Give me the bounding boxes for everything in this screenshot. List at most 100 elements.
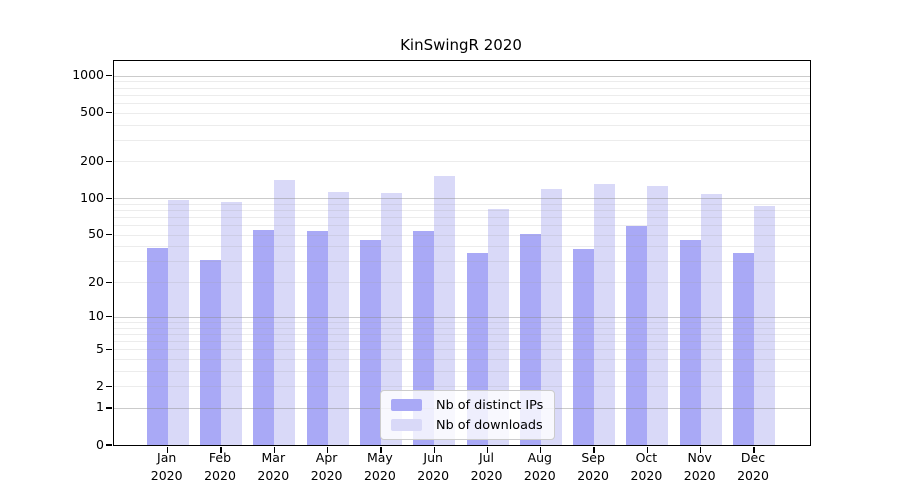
x-tick-label: May 2020 [363,450,396,483]
y-tick-label: 50 [88,226,104,242]
gridline-minor [114,282,810,284]
y-tick-label: 1000 [72,67,104,83]
bar-distinct-ips [679,240,701,445]
chart-title: KinSwingR 2020 [400,36,522,54]
x-tick-label: Feb 2020 [204,450,236,483]
x-tick-mark [646,447,649,453]
bar-distinct-ips [200,259,221,445]
bar-distinct-ips [733,253,754,445]
y-tick-mark [106,197,112,199]
y-tick-label: 200 [80,152,104,168]
bar-downloads [434,175,456,445]
x-tick-mark [433,447,435,453]
gridline-minor [114,246,810,248]
bar-downloads [700,193,722,445]
y-tick-mark [106,74,112,77]
legend-swatch-downloads [391,419,422,431]
x-tick-mark [326,447,329,453]
gridline-major [114,316,810,318]
y-tick-mark [106,111,112,114]
x-tick-label: Dec 2020 [737,450,769,483]
gridline-minor [114,102,810,104]
gridline-minor [114,370,810,372]
gridline-minor [114,87,810,89]
bar-distinct-ips [573,249,595,445]
x-tick-mark [380,447,382,453]
gridline-minor [114,234,810,236]
y-tick-mark [106,407,112,409]
bar-downloads [221,201,242,445]
legend: Nb of distinct IPs Nb of downloads [380,390,556,440]
gridline-minor [114,124,810,126]
gridline-minor [114,358,810,360]
gridline-minor [114,217,810,219]
gridline-minor [114,333,810,335]
y-tick-label: 10 [88,308,104,324]
gridline-minor [114,340,810,342]
x-tick-label: Oct 2020 [630,450,663,483]
bar-downloads [380,193,402,445]
legend-label-downloads: Nb of downloads [436,417,543,433]
x-tick-label: Aug 2020 [523,450,556,483]
legend-swatch-distinct-ips [391,399,422,411]
gridline-minor [114,112,810,114]
gridline-minor [114,139,810,141]
x-tick-label: Jul 2020 [470,450,503,483]
y-tick-label: 1 [96,399,104,415]
y-tick-label: 2 [96,377,104,393]
bar-downloads [754,205,775,445]
y-tick-mark [106,385,112,387]
x-tick-label: Apr 2020 [310,450,343,483]
gridline-minor [114,210,810,212]
x-tick-label: Nov 2020 [683,450,716,483]
y-tick-mark [106,234,112,236]
bar-distinct-ips [146,247,168,445]
x-tick-mark [753,447,755,453]
y-tick-mark [106,316,112,318]
bar-downloads [327,191,349,445]
gridline-minor [114,225,810,227]
x-tick-label: Sep 2020 [577,450,609,483]
x-tick-label: Jan 2020 [150,450,183,483]
y-tick-label: 20 [88,273,104,289]
gridline-minor [114,161,810,163]
gridline-major [114,198,810,200]
x-tick-mark [486,447,489,453]
bar-distinct-ips [626,226,648,445]
gridline-minor [114,94,810,96]
gridline-minor [114,386,810,388]
x-tick-label: Mar 2020 [257,450,290,483]
y-tick-mark [106,444,112,446]
y-tick-mark [106,348,112,350]
bar-distinct-ips [359,240,381,445]
legend-label-distinct-ips: Nb of distinct IPs [436,397,544,413]
bar-downloads [594,183,616,445]
legend-entry-distinct-ips: Nb of distinct IPs [391,397,543,413]
bar-distinct-ips [306,230,328,445]
y-tick-mark [106,160,112,163]
legend-entry-downloads: Nb of downloads [391,417,543,433]
gridline-minor [114,327,810,329]
y-tick-label: 500 [80,104,104,120]
x-tick-mark [700,447,702,453]
plot-area [106,60,811,453]
y-tick-label: 100 [80,189,104,205]
gridline-major [114,75,810,77]
bar-distinct-ips [253,229,275,445]
gridline-minor [114,203,810,205]
gridline-minor [114,349,810,351]
x-tick-mark [167,447,169,453]
gridline-minor [114,81,810,83]
gridline-minor [114,321,810,323]
bar-downloads [647,186,669,445]
y-tick-mark [106,281,112,283]
bar-downloads [540,188,562,445]
x-tick-mark [540,447,542,453]
x-tick-mark [220,447,222,453]
bar-downloads [167,199,189,445]
x-tick-mark [273,447,275,453]
gridline-minor [114,261,810,263]
bar-downloads [274,180,296,445]
bar-downloads [487,208,509,445]
y-tick-label: 0 [96,436,104,452]
